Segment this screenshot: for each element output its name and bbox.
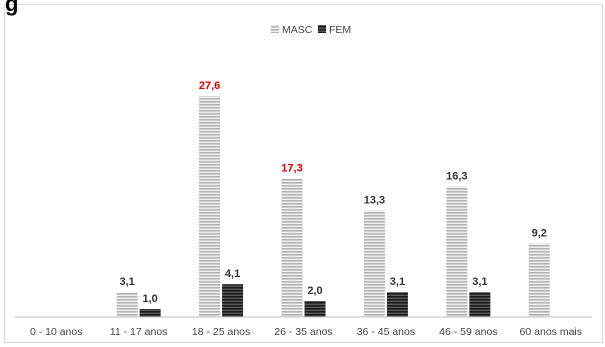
legend-label-masc: MASC	[282, 24, 313, 36]
value-label-masc-2: 27,6	[199, 80, 220, 92]
x-tick-labels: 0 - 10 anos 11 - 17 anos 18 - 25 anos 26 - …	[30, 326, 582, 338]
legend: MASC FEM	[271, 24, 351, 36]
bars	[116, 96, 550, 317]
clipped-heading: g	[5, 0, 19, 16]
legend-swatch-fem	[318, 25, 326, 33]
bar-fem-1	[139, 309, 161, 317]
value-label-masc-6: 9,2	[532, 227, 547, 239]
bar-fem-4	[386, 292, 408, 317]
value-labels: 3,1 1,0 27,6 4,1 17,3 2,0 13,3 3,1 16,3 3,1 9,2	[119, 80, 546, 305]
bar-masc-2	[199, 96, 221, 317]
value-label-fem-5: 3,1	[472, 276, 487, 288]
x-tick-label-0: 0 - 10 anos	[30, 326, 83, 338]
value-label-fem-1: 1,0	[142, 293, 157, 305]
x-tick-label-1: 11 - 17 anos	[110, 326, 168, 338]
bar-chart: MASC FEM 3,11,027,64,117,32,013,33,116,33…	[15, 24, 592, 338]
x-tick-label-5: 46 - 59 anos	[439, 326, 497, 338]
value-label-fem-2: 4,1	[225, 268, 240, 280]
bar-masc-3	[281, 178, 303, 317]
legend-swatch-masc	[271, 25, 279, 33]
bar-masc-5	[446, 186, 468, 317]
value-label-masc-3: 17,3	[281, 163, 302, 175]
x-tick-label-4: 36 - 45 anos	[357, 326, 415, 338]
value-label-masc-1: 3,1	[119, 276, 134, 288]
value-label-masc-4: 13,3	[364, 195, 385, 207]
bar-masc-6	[528, 243, 550, 317]
value-label-fem-3: 2,0	[307, 285, 322, 297]
bar-fem-2	[222, 284, 244, 317]
chart-frame: g MASC FEM 3,1 1,0 27,6 4,1 17,3 2,0 13,3 3,1 16,…	[4, 0, 603, 343]
legend-label-fem: FEM	[329, 24, 351, 36]
bar-fem-5	[469, 292, 491, 317]
bar-masc-4	[363, 210, 385, 317]
value-label-fem-4: 3,1	[390, 276, 405, 288]
value-label-masc-5: 16,3	[446, 171, 467, 183]
x-tick-label-3: 26 - 35 anos	[274, 326, 332, 338]
x-tick-label-6: 60 anos mais	[520, 326, 582, 338]
x-tick-label-2: 18 - 25 anos	[192, 326, 250, 338]
bar-fem-3	[304, 301, 326, 317]
bar-masc-1	[116, 292, 138, 317]
